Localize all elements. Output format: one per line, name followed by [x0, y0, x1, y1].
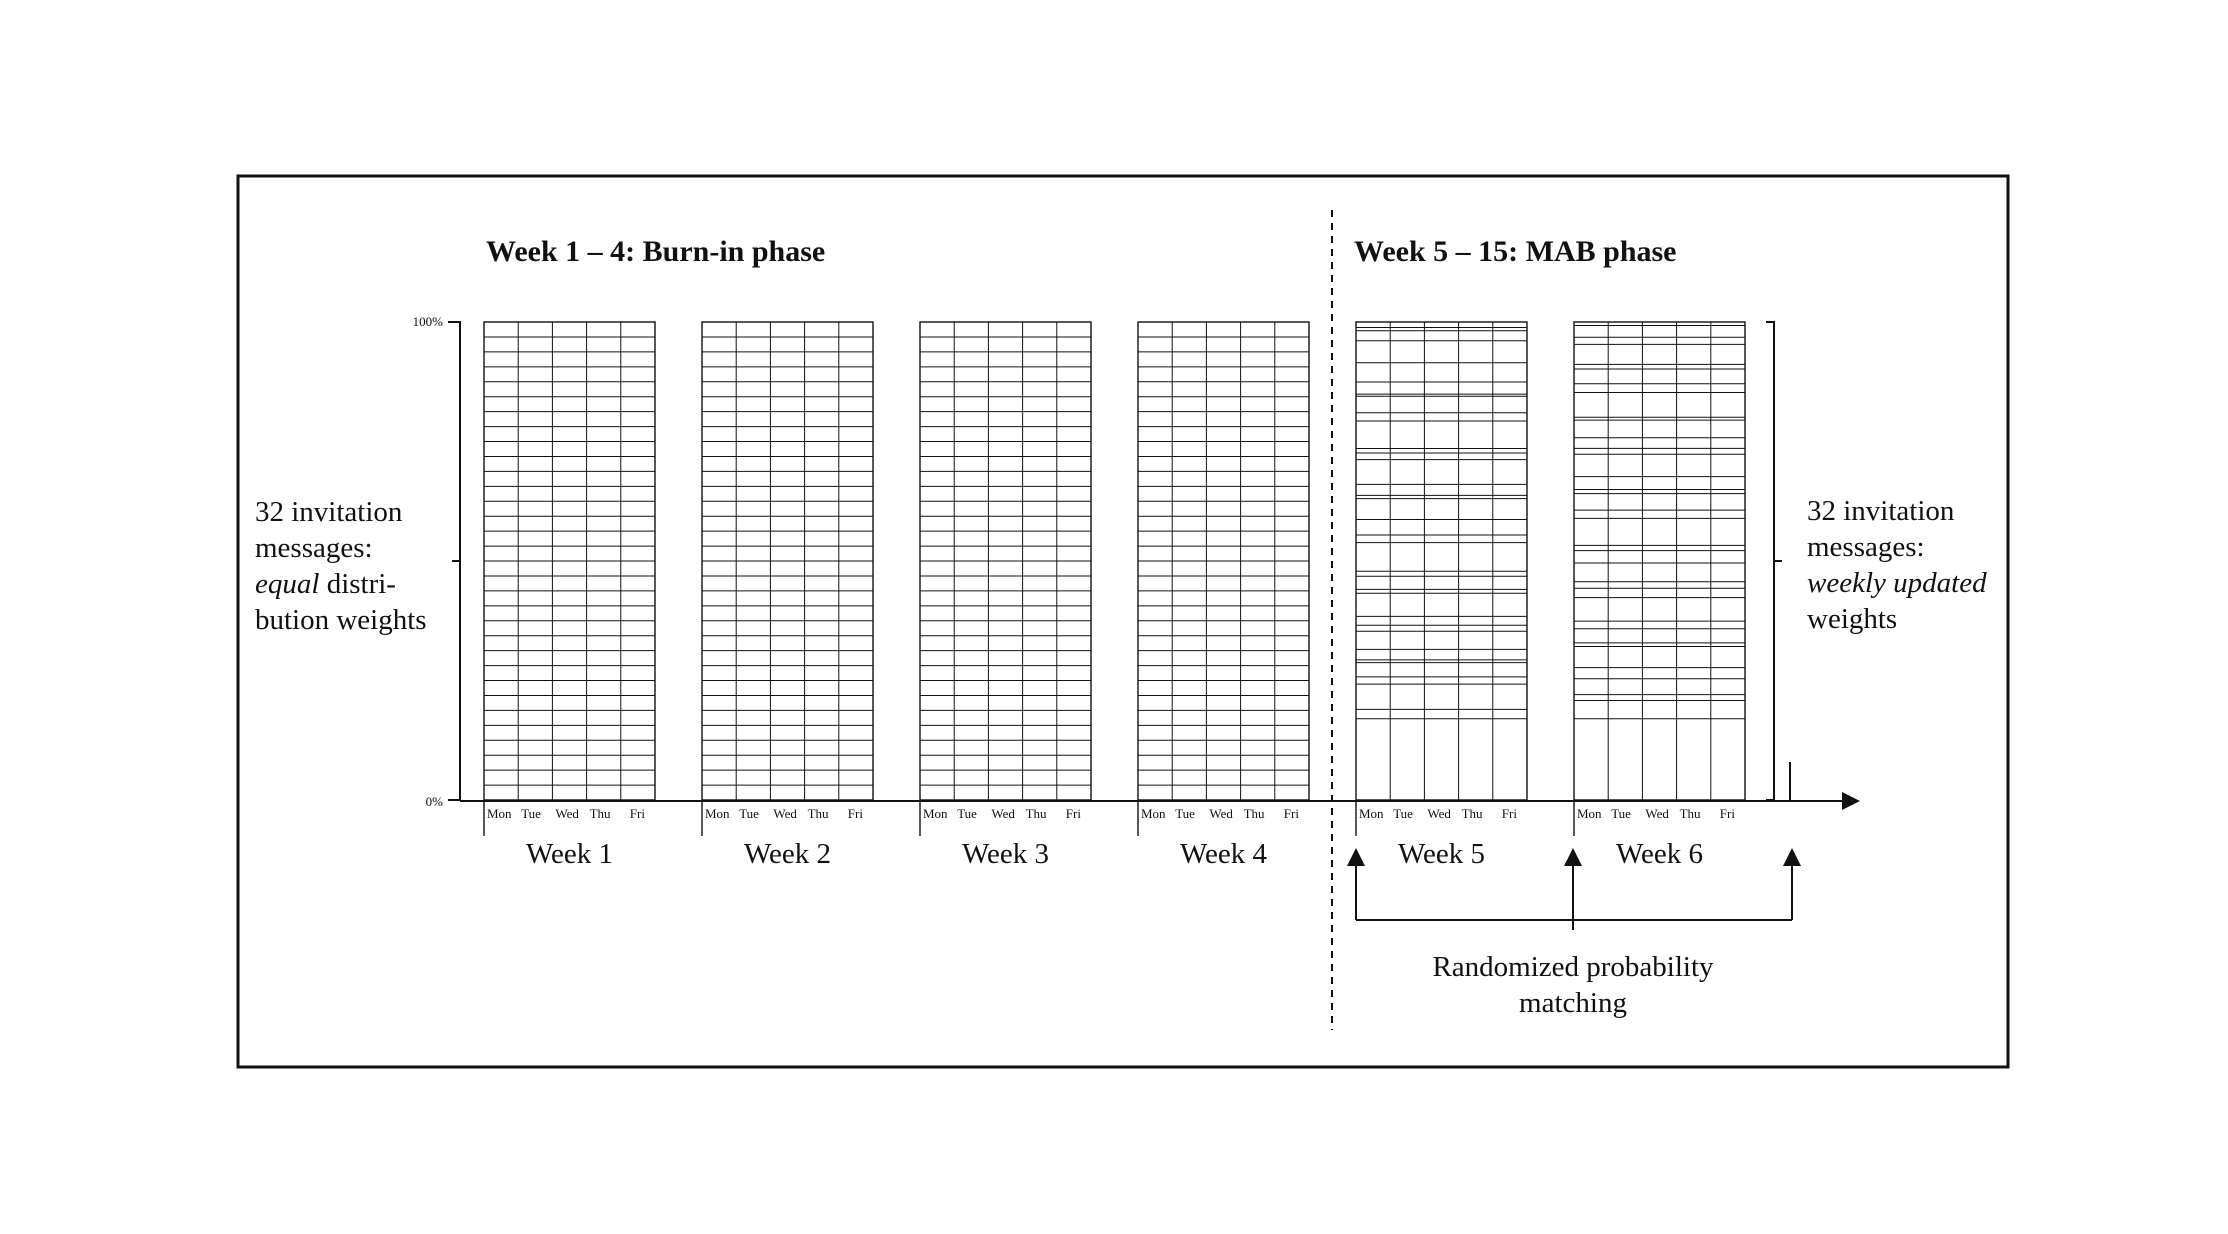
week-grid-6	[1573, 321, 1746, 801]
week-label: Week 1	[526, 838, 613, 870]
rpm-bracket	[1355, 862, 1793, 930]
grid-frame	[1355, 321, 1528, 801]
left-note-line2: messages:	[255, 532, 373, 564]
day-label: Mon	[923, 806, 948, 821]
right-note-line4: weights	[1807, 603, 1897, 635]
day-label: Wed	[773, 806, 797, 821]
day-label: Thu	[1026, 806, 1047, 821]
day-label: Mon	[705, 806, 730, 821]
day-label: Wed	[1645, 806, 1669, 821]
rpm-label-line2: matching	[1519, 987, 1627, 1019]
day-label: Wed	[1427, 806, 1451, 821]
rpm-arrow-week7	[1783, 848, 1801, 866]
week-label: Week 5	[1398, 838, 1485, 870]
day-label: Thu	[808, 806, 829, 821]
axis-label-100: 100%	[413, 314, 444, 329]
outer-frame	[236, 174, 2010, 1069]
day-label: Wed	[1209, 806, 1233, 821]
day-label: Fri	[1066, 806, 1082, 821]
grid-frame	[1573, 321, 1746, 801]
day-label: Thu	[590, 806, 611, 821]
day-label: Tue	[957, 806, 977, 821]
week-grid-2	[701, 321, 874, 801]
rpm-arrow-week5	[1347, 848, 1365, 866]
day-label: Tue	[739, 806, 759, 821]
day-label: Fri	[1284, 806, 1300, 821]
left-note-line1: 32 invitation	[255, 496, 403, 528]
week-grids	[483, 321, 1746, 801]
week-grid-3	[919, 321, 1092, 801]
day-label: Wed	[991, 806, 1015, 821]
day-label: Thu	[1244, 806, 1265, 821]
left-note-rest: distri-	[319, 568, 396, 600]
day-label: Tue	[1611, 806, 1631, 821]
day-label: Mon	[1577, 806, 1602, 821]
week-label: Week 2	[744, 838, 831, 870]
week-label: Week 6	[1616, 838, 1703, 870]
right-brace	[1766, 321, 1782, 801]
left-brace	[448, 321, 461, 801]
day-label: Tue	[1175, 806, 1195, 821]
day-label: Tue	[1393, 806, 1413, 821]
x-axis-arrowhead	[1842, 792, 1860, 810]
day-label: Fri	[848, 806, 864, 821]
day-label: Mon	[1359, 806, 1384, 821]
day-label: Tue	[521, 806, 541, 821]
rpm-arrow-week6	[1564, 848, 1582, 866]
right-note-line2: messages:	[1807, 531, 1925, 563]
day-label: Thu	[1680, 806, 1701, 821]
right-note-line3: weekly updated	[1807, 567, 1987, 599]
week-label: Week 3	[962, 838, 1049, 870]
axis-label-0: 0%	[426, 794, 444, 809]
week-grid-4	[1137, 321, 1310, 801]
week-grid-5	[1355, 321, 1528, 801]
day-label: Fri	[630, 806, 646, 821]
rpm-label-line1: Randomized probability	[1432, 951, 1714, 983]
mab-title: Week 5 – 15: MAB phase	[1354, 235, 1677, 268]
left-note-italic: equal	[255, 568, 319, 600]
day-label: Fri	[1720, 806, 1736, 821]
left-note-line4: bution weights	[255, 604, 427, 636]
day-label: Mon	[487, 806, 512, 821]
week-axis-labels: Mon Tue Wed Thu Fri Week 1 Mon Tue Wed Thu Fri Week…	[483, 801, 1736, 870]
burn-in-title: Week 1 – 4: Burn-in phase	[486, 235, 825, 268]
day-label: Fri	[1502, 806, 1518, 821]
week-label: Week 4	[1180, 838, 1268, 870]
right-note-line1: 32 invitation	[1807, 495, 1955, 527]
day-label: Thu	[1462, 806, 1483, 821]
left-note-line3: equal distri-	[255, 568, 396, 600]
day-label: Mon	[1141, 806, 1166, 821]
day-label: Wed	[555, 806, 579, 821]
week-grid-1	[483, 321, 656, 801]
